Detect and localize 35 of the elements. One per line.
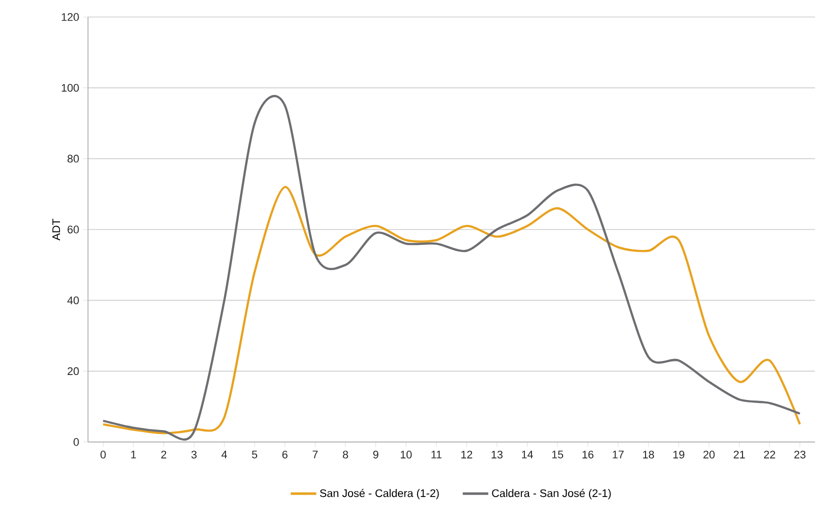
x-tick-label: 21	[734, 450, 745, 458]
y-tick-label: 20	[68, 367, 79, 376]
x-tick-label: 1	[131, 450, 136, 458]
x-tick-label: 12	[461, 450, 472, 458]
y-tick-label: 0	[74, 438, 79, 446]
x-tick-label: 2	[161, 450, 166, 458]
x-tick-label: 7	[312, 450, 318, 458]
x-tick-label: 11	[431, 450, 442, 458]
x-tick-label: 17	[612, 450, 624, 458]
y-tick-label: 100	[62, 84, 79, 92]
legend-label: Caldera - San José (2-1)	[492, 488, 611, 500]
y-tick-label: 40	[67, 296, 79, 304]
x-tick-label: 22	[764, 450, 776, 458]
x-tick-label: 0	[100, 450, 106, 458]
y-axis-title: ADT	[52, 218, 60, 240]
y-tick-label: 80	[68, 154, 79, 163]
x-tick-label: 8	[342, 450, 348, 458]
x-tick-label: 13	[492, 450, 503, 458]
x-tick-label: 19	[673, 450, 684, 458]
x-tick-label: 3	[191, 450, 197, 458]
legend-label: San José - Caldera (1-2)	[320, 488, 439, 500]
x-tick-label: 23	[794, 450, 806, 458]
line-series	[102, 186, 801, 434]
x-tick-label: 4	[222, 450, 228, 458]
x-tick-label: 18	[643, 450, 654, 458]
x-tick-label: 5	[252, 450, 258, 458]
x-tick-label: 16	[582, 450, 594, 458]
y-tick-label: 120	[62, 13, 79, 21]
x-tick-label: 15	[552, 450, 564, 458]
x-tick-label: 10	[400, 450, 412, 458]
x-tick-label: 14	[522, 450, 533, 458]
x-tick-label: 6	[282, 450, 288, 458]
x-tick-label: 9	[373, 450, 378, 458]
y-tick-label: 60	[68, 226, 79, 234]
x-tick-label: 20	[703, 450, 715, 458]
